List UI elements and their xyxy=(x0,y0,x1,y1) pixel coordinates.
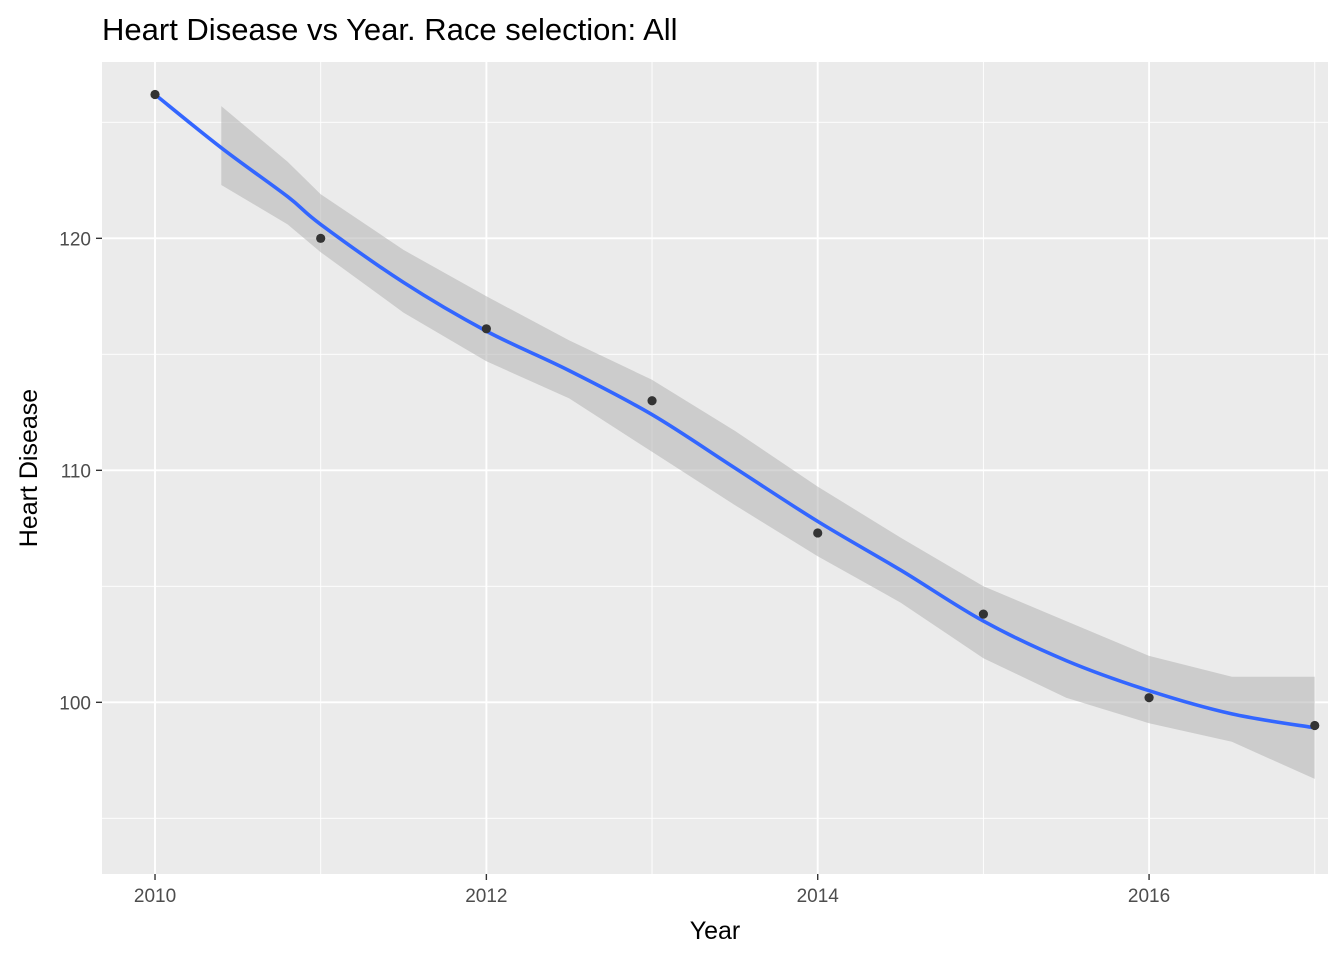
x-tick-label: 2012 xyxy=(465,886,507,907)
data-points xyxy=(150,89,1320,731)
data-point xyxy=(1310,720,1320,731)
data-point xyxy=(150,89,160,100)
data-point xyxy=(978,609,988,619)
data-point xyxy=(481,324,491,334)
y-tick-label: 120 xyxy=(59,229,91,250)
y-tick-label: 110 xyxy=(61,461,91,482)
smooth-trend-line xyxy=(153,92,1317,730)
y-tick-label: 100 xyxy=(59,693,91,714)
x-tick-label: 2010 xyxy=(134,886,176,907)
data-point xyxy=(1144,693,1154,703)
x-tick-label: 2016 xyxy=(1128,886,1170,907)
data-point xyxy=(316,233,326,243)
data-point xyxy=(813,528,823,538)
confidence-band xyxy=(221,106,1315,779)
axes: 2010 2012 2014 2016 100 110 120 xyxy=(59,229,1170,907)
y-axis-title: Heart Disease xyxy=(15,389,43,547)
x-axis-title: Year xyxy=(690,917,741,945)
confidence-band-layer xyxy=(221,106,1315,779)
data-point xyxy=(647,396,657,406)
chart-title: Heart Disease vs Year. Race selection: A… xyxy=(102,12,678,47)
x-tick-label: 2014 xyxy=(797,886,840,907)
smooth-line-layer xyxy=(153,92,1317,730)
